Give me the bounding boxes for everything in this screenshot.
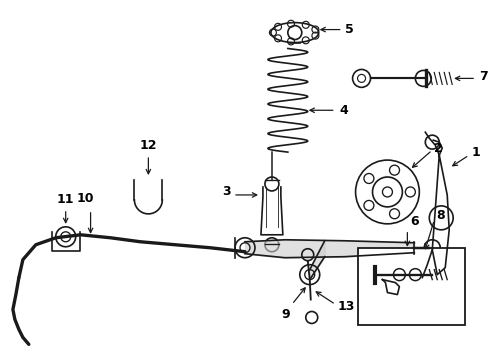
Text: 6: 6 — [410, 215, 419, 228]
Text: 3: 3 — [222, 185, 231, 198]
Text: 8: 8 — [436, 210, 445, 222]
Text: 12: 12 — [140, 139, 157, 152]
Text: 9: 9 — [281, 307, 290, 320]
Text: 13: 13 — [338, 300, 355, 313]
Text: 4: 4 — [340, 104, 348, 117]
Text: 5: 5 — [344, 23, 353, 36]
Text: 10: 10 — [77, 192, 95, 205]
Text: 7: 7 — [479, 70, 488, 83]
Bar — [358, 248, 465, 325]
Text: 1: 1 — [471, 145, 480, 159]
Text: 11: 11 — [57, 193, 74, 206]
Text: 2: 2 — [434, 141, 443, 155]
